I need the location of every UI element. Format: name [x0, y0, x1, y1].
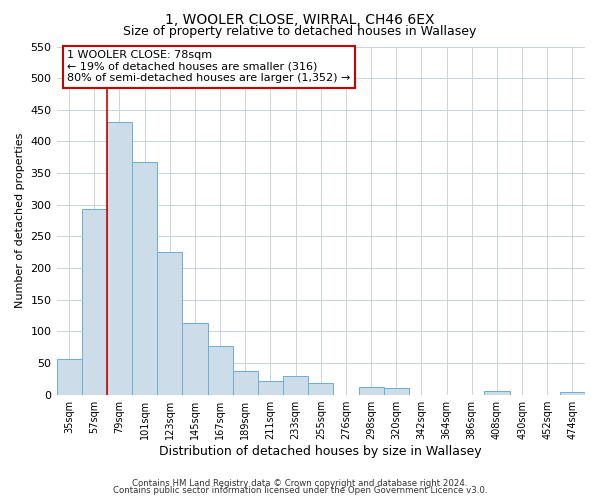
Bar: [258, 380, 283, 394]
Bar: [132, 162, 157, 394]
Bar: [560, 392, 585, 394]
Text: Contains public sector information licensed under the Open Government Licence v3: Contains public sector information licen…: [113, 486, 487, 495]
Text: 1 WOOLER CLOSE: 78sqm
← 19% of detached houses are smaller (316)
80% of semi-det: 1 WOOLER CLOSE: 78sqm ← 19% of detached …: [67, 50, 350, 83]
Y-axis label: Number of detached properties: Number of detached properties: [15, 133, 25, 308]
Bar: [484, 392, 509, 394]
Bar: [107, 122, 132, 394]
Bar: [233, 370, 258, 394]
Bar: [359, 387, 383, 394]
Bar: [82, 209, 107, 394]
Bar: [208, 346, 233, 395]
Bar: [308, 383, 334, 394]
Bar: [383, 388, 409, 394]
Bar: [56, 358, 82, 394]
Bar: [182, 323, 208, 394]
Text: Contains HM Land Registry data © Crown copyright and database right 2024.: Contains HM Land Registry data © Crown c…: [132, 478, 468, 488]
Text: 1, WOOLER CLOSE, WIRRAL, CH46 6EX: 1, WOOLER CLOSE, WIRRAL, CH46 6EX: [165, 12, 435, 26]
Text: Size of property relative to detached houses in Wallasey: Size of property relative to detached ho…: [124, 25, 476, 38]
Bar: [157, 252, 182, 394]
X-axis label: Distribution of detached houses by size in Wallasey: Distribution of detached houses by size …: [160, 444, 482, 458]
Bar: [283, 376, 308, 394]
